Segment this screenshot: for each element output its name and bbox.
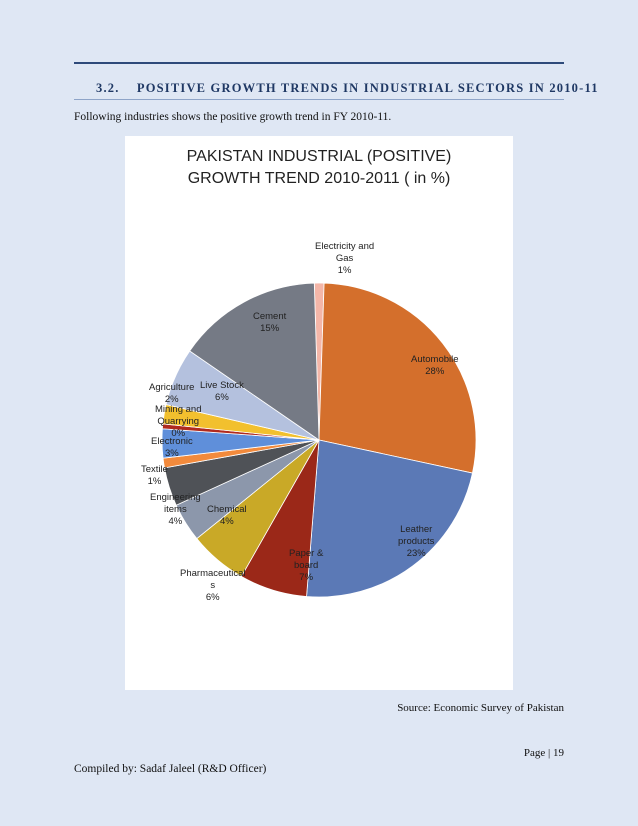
chart-title-line-1: PAKISTAN INDUSTRIAL (POSITIVE) <box>186 148 452 165</box>
compiled-by: Compiled by: Sadaf Jaleel (R&D Officer) <box>74 763 267 775</box>
chart-title: PAKISTAN INDUSTRIAL (POSITIVE) GROWTH TR… <box>125 146 513 190</box>
data-label-automobile: Automobile 28% <box>411 354 459 377</box>
pie-slice-leather-products <box>306 439 473 598</box>
data-label-electronic: Electronic 3% <box>151 436 193 459</box>
data-label-live-stock: Live Stock 6% <box>200 380 244 403</box>
data-label-paper-board: Paper & board 7% <box>289 548 324 583</box>
pie-slice-automobile <box>318 282 477 474</box>
pie-svg <box>161 282 477 598</box>
data-label-electricity-and-gas: Electricity and Gas 1% <box>315 241 375 276</box>
pie-chart: PAKISTAN INDUSTRIAL (POSITIVE) GROWTH TR… <box>125 136 513 690</box>
chart-title-line-2: GROWTH TREND 2010-2011 ( in %) <box>187 170 451 187</box>
data-label-chemical: Chemical 4% <box>207 504 247 527</box>
section-number: 3.2. <box>96 81 120 95</box>
data-label-mining-and-quarrying: Mining and Quarrying 0% <box>155 404 202 439</box>
intro-text: Following industries shows the positive … <box>74 111 392 123</box>
top-rule <box>74 62 564 64</box>
pie-slice-cement <box>189 282 320 441</box>
section-title: POSITIVE GROWTH TRENDS IN INDUSTRIAL SEC… <box>136 81 599 95</box>
heading-underline <box>74 99 564 100</box>
data-label-cement: Cement 15% <box>253 311 287 334</box>
data-label-pharmaceuticals: Pharmaceutical s 6% <box>180 568 246 603</box>
data-label-textile: Textile 1% <box>141 464 168 487</box>
data-label-agriculture: Agriculture 2% <box>149 382 195 405</box>
data-label-engineering-items: Engineering items 4% <box>150 492 201 527</box>
page-number: Page | 19 <box>523 747 564 759</box>
source-note: Source: Economic Survey of Pakistan <box>397 702 564 714</box>
section-heading: 3.2. POSITIVE GROWTH TRENDS IN INDUSTRIA… <box>96 81 599 96</box>
data-label-leather-products: Leather products 23% <box>398 524 435 559</box>
